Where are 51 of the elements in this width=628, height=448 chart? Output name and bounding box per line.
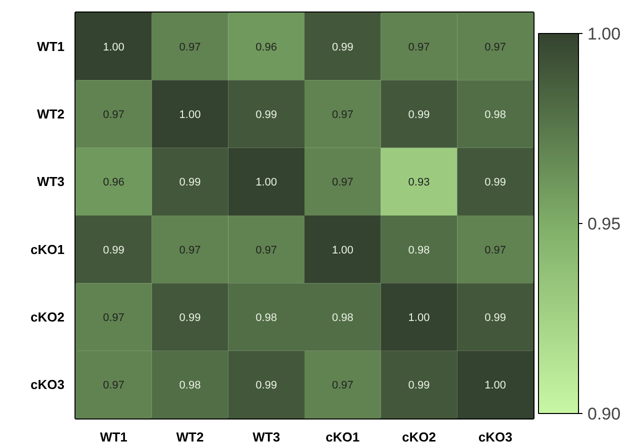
data-label: 0.99 <box>102 244 124 256</box>
y-tick-label: cKO3 <box>30 377 65 392</box>
data-label: 0.99 <box>408 109 430 121</box>
data-label: 0.97 <box>484 244 506 256</box>
color-bar-label: 1.00 <box>588 24 621 44</box>
data-label: 0.96 <box>256 41 278 54</box>
x-tick-label: cKO2 <box>402 430 436 444</box>
x-tick-label: WT3 <box>252 430 280 444</box>
data-label: 0.99 <box>179 312 201 324</box>
data-label: 0.97 <box>179 244 201 256</box>
color-bar-label: 0.95 <box>588 214 621 234</box>
data-label: 1.00 <box>332 244 354 256</box>
data-label: 1.00 <box>484 380 506 392</box>
data-label: 0.98 <box>332 312 354 324</box>
data-label: 0.98 <box>408 244 430 256</box>
y-tick-label: WT2 <box>37 106 65 122</box>
data-label: 0.99 <box>256 380 278 392</box>
data-label: 1.00 <box>256 176 278 189</box>
x-tick-label: WT1 <box>100 430 128 444</box>
data-label: 0.99 <box>484 312 506 324</box>
data-label: 1.00 <box>408 312 430 324</box>
data-label: 1.00 <box>179 109 201 121</box>
data-label: 1.00 <box>102 41 124 54</box>
data-label: 0.97 <box>484 41 506 54</box>
data-label: 0.99 <box>332 41 354 54</box>
data-label: 0.93 <box>408 176 430 189</box>
x-tick-label: cKO3 <box>478 430 512 444</box>
data-label: 0.97 <box>332 176 354 189</box>
data-label: 0.99 <box>408 380 430 392</box>
data-label: 0.97 <box>102 380 124 392</box>
color-bar-label: 0.90 <box>588 404 621 424</box>
data-label: 0.97 <box>102 109 124 121</box>
data-label: 0.97 <box>179 41 201 54</box>
data-label: 0.97 <box>332 109 354 121</box>
x-tick-label: cKO1 <box>326 430 360 444</box>
data-label: 0.98 <box>484 109 506 121</box>
data-label: 0.99 <box>179 176 201 189</box>
y-tick-label: cKO1 <box>30 242 65 257</box>
data-label: 0.97 <box>408 41 430 54</box>
data-label: 0.97 <box>102 312 124 324</box>
x-tick-label: WT2 <box>176 430 204 444</box>
data-label: 0.99 <box>484 176 506 189</box>
data-label: 0.98 <box>179 380 201 392</box>
y-tick-label: WT1 <box>37 38 65 54</box>
y-tick-label: cKO2 <box>30 310 65 324</box>
data-label: 0.98 <box>256 312 278 324</box>
data-label: 0.97 <box>332 380 354 392</box>
data-label: 0.97 <box>256 244 278 256</box>
y-tick-label: WT3 <box>37 174 65 190</box>
data-label: 0.96 <box>102 176 124 189</box>
data-label: 0.99 <box>256 109 278 121</box>
